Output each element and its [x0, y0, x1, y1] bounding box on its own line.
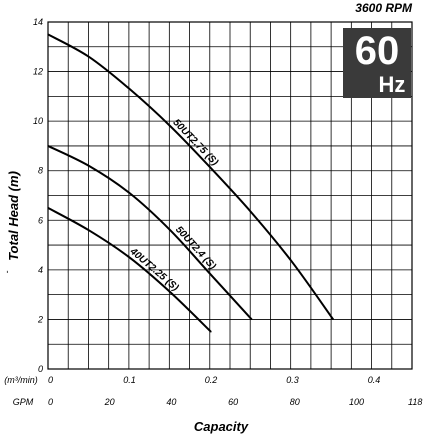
plot-frame: [47, 21, 413, 370]
rpm-label: 3600 RPM: [355, 1, 413, 15]
y-tick-label: 12: [33, 67, 43, 77]
x-tick-label-gpm: 40: [166, 397, 176, 407]
y-axis-title: Total Head (m): [6, 171, 21, 261]
x-tick-label: 0.3: [286, 375, 299, 385]
frequency-value: 60: [355, 29, 400, 73]
series-point: [210, 331, 212, 333]
x-tick-label-gpm: 20: [104, 397, 115, 407]
y-tick-label: 8: [38, 166, 43, 176]
x-tick-label: 0: [48, 375, 53, 385]
series-point: [47, 33, 49, 35]
grid: [48, 22, 412, 369]
y-tick-label: 4: [38, 265, 43, 275]
series-label: 50UT2.75 (S): [170, 117, 220, 168]
x-unit-primary: (m³/min): [4, 375, 38, 385]
x-tick-labels-gpm: 0 20 40 60 80 100 118: [48, 397, 422, 407]
series-point: [47, 207, 49, 209]
curves: [47, 33, 335, 333]
series-point: [169, 125, 171, 127]
y-tick-labels: 0 2 4 6 8 10 12 14: [33, 17, 43, 374]
series-point: [251, 318, 253, 321]
x-tick-labels: 0 0.1 0.2 0.3 0.4: [48, 375, 380, 385]
y-tick-label: 0: [38, 364, 43, 374]
x-unit-secondary: GPM: [13, 397, 34, 407]
y-tick-label: 6: [38, 215, 43, 225]
frequency-badge: 60 Hz: [343, 28, 411, 98]
x-tick-label: 0.1: [123, 375, 136, 385]
series-point: [169, 291, 171, 293]
x-tick-label-gpm: 100: [349, 397, 364, 407]
series-point: [47, 145, 49, 147]
x-tick-label: 0.4: [368, 375, 381, 385]
series-point: [88, 165, 90, 167]
x-tick-label-gpm: 80: [290, 397, 300, 407]
series-point: [210, 274, 212, 276]
y-axis-prefix: -: [2, 271, 12, 274]
y-tick-label: 2: [37, 314, 43, 324]
x-tick-label: 0.2: [205, 375, 218, 385]
y-tick-label: 14: [33, 17, 43, 27]
series-point: [128, 88, 131, 90]
series-point: [88, 229, 90, 231]
x-axis-title: Capacity: [194, 419, 249, 434]
series-point: [291, 261, 294, 264]
series-label: 50UT2.4 (S): [173, 224, 218, 272]
series-point: [332, 318, 334, 321]
x-tick-label-gpm: 60: [228, 397, 238, 407]
series-point: [128, 192, 131, 194]
x-tick-label-gpm: 0: [48, 397, 53, 407]
x-tick-label-gpm: 118: [408, 397, 422, 407]
series-point: [210, 167, 212, 169]
frequency-unit: Hz: [379, 72, 406, 97]
series-point: [88, 56, 90, 58]
series-line: [47, 145, 253, 321]
series-point: [251, 212, 253, 214]
y-tick-label: 10: [33, 116, 43, 126]
series-point: [169, 229, 171, 231]
series-point: [128, 256, 131, 259]
